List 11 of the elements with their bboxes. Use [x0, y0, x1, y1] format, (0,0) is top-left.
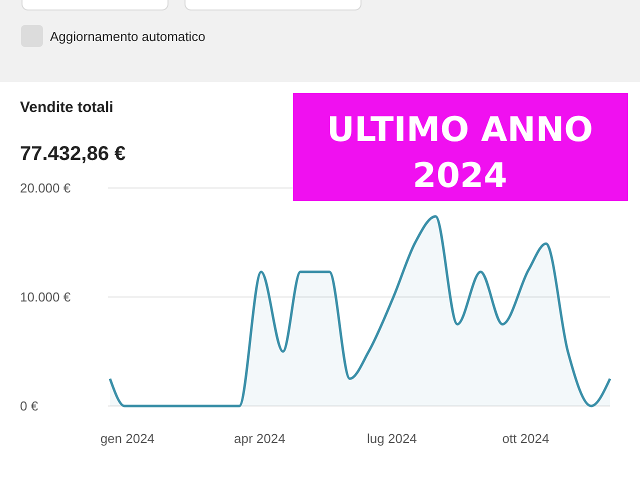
- y-tick-label: 0 €: [20, 398, 39, 414]
- chart-title: Vendite totali: [20, 99, 114, 116]
- x-tick-label: lug 2024: [367, 431, 417, 446]
- y-tick-label: 10.000 €: [20, 290, 72, 305]
- text: Aggiornamento automatico: [50, 29, 206, 44]
- x-tick-label: apr 2024: [234, 431, 286, 446]
- x-tick-label: gen 2024: [100, 431, 155, 446]
- annotation: ULTIMO ANNO 2024: [326, 110, 594, 196]
- y-tick-label: 20.000 €: [20, 180, 72, 196]
- chart-subtitle: 77.432,86 €: [20, 143, 126, 165]
- x-tick-label: ott 2024: [502, 431, 550, 446]
